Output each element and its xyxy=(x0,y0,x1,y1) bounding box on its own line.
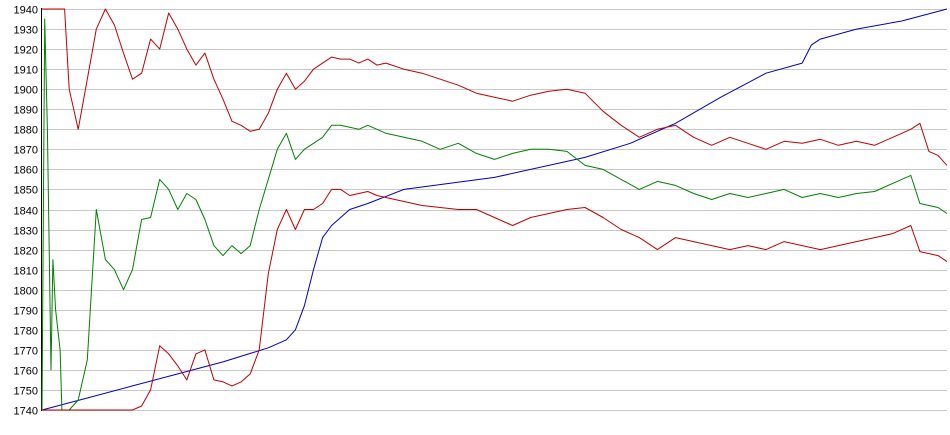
y-tick-label-1860: 1860 xyxy=(14,165,38,177)
y-tick-label-1900: 1900 xyxy=(14,85,38,97)
y-tick-label-1800: 1800 xyxy=(14,286,38,298)
series-group xyxy=(41,8,948,411)
y-tick-label-1940: 1940 xyxy=(14,5,38,17)
series-line-1 xyxy=(41,8,948,411)
y-tick-label-1780: 1780 xyxy=(14,326,38,338)
gridlines xyxy=(42,9,947,411)
y-tick-label-1760: 1760 xyxy=(14,366,38,378)
y-tick-label-1890: 1890 xyxy=(14,105,38,117)
y-tick-label-1870: 1870 xyxy=(14,145,38,157)
y-tick-label-1910: 1910 xyxy=(14,65,38,77)
y-tick-label-1770: 1770 xyxy=(14,346,38,358)
y-tick-label-1820: 1820 xyxy=(14,246,38,258)
series-line-4 xyxy=(42,188,948,411)
y-tick-label-1840: 1840 xyxy=(14,206,38,218)
y-tick-label-1920: 1920 xyxy=(14,45,38,57)
series-line-3 xyxy=(41,18,948,411)
y-tick-label-1750: 1750 xyxy=(14,386,38,398)
y-tick-label-1740: 1740 xyxy=(14,406,38,418)
y-tick-label-1830: 1830 xyxy=(14,226,38,238)
series-line-2 xyxy=(42,8,948,166)
y-tick-label-1880: 1880 xyxy=(14,125,38,137)
y-tick-labels: 1740 1750 1760 1770 1780 1790 1800 1810 1820 1830… xyxy=(14,5,38,418)
y-tick-label-1850: 1850 xyxy=(14,185,38,197)
y-tick-label-1810: 1810 xyxy=(14,266,38,278)
y-tick-label-1930: 1930 xyxy=(14,25,38,37)
y-tick-label-1790: 1790 xyxy=(14,306,38,318)
